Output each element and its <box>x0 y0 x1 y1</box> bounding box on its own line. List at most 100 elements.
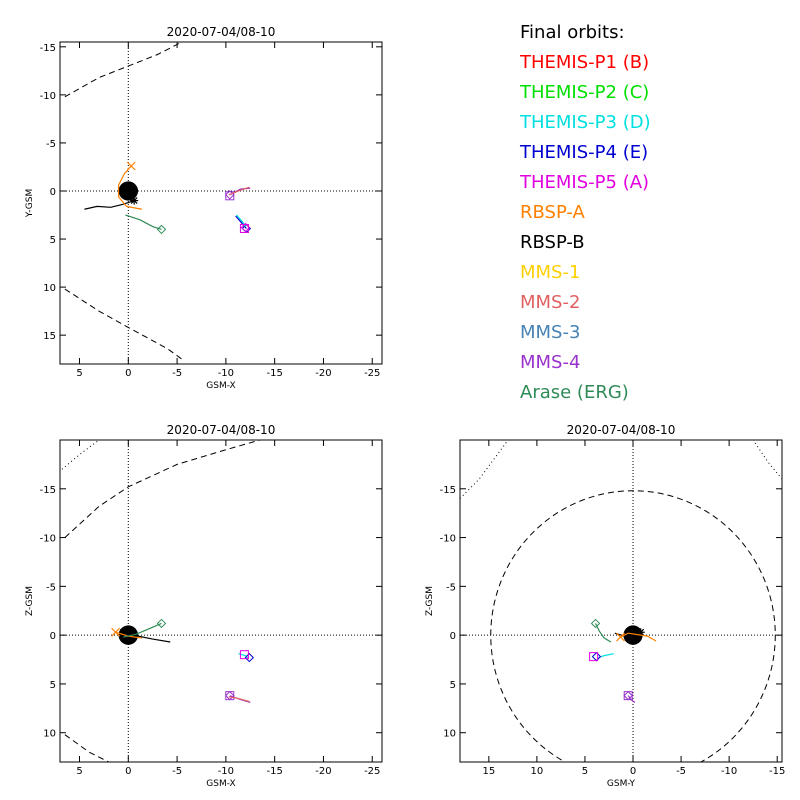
y-axis-label: Z-GSM <box>25 586 35 616</box>
orbit-marker-1 <box>111 627 121 637</box>
plot-title: 2020-07-04/08-10 <box>167 25 276 39</box>
orbit-marker-8 <box>225 191 235 201</box>
y-axis-label: Z-GSM <box>425 586 435 616</box>
orbit-marker-6 <box>591 651 602 662</box>
plot-frame <box>59 439 383 763</box>
x-tick-label-15: 15 <box>482 766 495 777</box>
x-tick-label--20: -20 <box>315 766 331 777</box>
legend-item-mms-4: MMS-4 <box>520 352 581 373</box>
orbit-marker-6 <box>240 222 251 233</box>
y-tick-label-5: 5 <box>50 680 56 691</box>
orbit-track-9 <box>228 186 250 196</box>
yz-plane-panel: 15 10 5 0 -5 -10 -15 -15 -10 -5 0 5 10 2020-07-04/08-… <box>425 423 785 789</box>
orbit-marker-8 <box>239 650 249 660</box>
x-tick-label-5: 5 <box>582 766 588 777</box>
boundary-circle <box>490 490 776 762</box>
boundary-curve-2 <box>61 440 100 470</box>
y-tick-label-5: 5 <box>50 235 56 246</box>
orbit-marker-0 <box>130 196 139 205</box>
plot-area <box>460 440 782 762</box>
y-tick-label-0: 0 <box>450 631 456 642</box>
orbit-track-2 <box>123 622 162 638</box>
legend-item-mms-2: MMS-2 <box>520 292 581 313</box>
legend-item-themis-p3: THEMIS-P3 (D) <box>520 112 651 133</box>
orbit-marker-2 <box>156 618 167 629</box>
x-tick-label--10: -10 <box>218 766 234 777</box>
x-axis-label: GSM-X <box>206 381 235 391</box>
y-tick-label--10: -10 <box>40 91 56 102</box>
y-tick-label--5: -5 <box>46 582 56 593</box>
y-tick-label--15: -15 <box>440 485 456 496</box>
x-tick-label--15: -15 <box>266 368 282 379</box>
orbit-marker-7 <box>244 652 255 663</box>
y-tick-label--5: -5 <box>46 139 56 150</box>
x-axis-label: GSM-X <box>206 779 235 789</box>
legend-item-rbsp-b: RBSP-B <box>520 232 585 253</box>
y-tick-label-0: 0 <box>50 187 56 198</box>
y-tick-label-5: 5 <box>450 680 456 691</box>
x-tick-label-0: 0 <box>125 368 131 379</box>
y-tick-label-10: 10 <box>43 729 56 740</box>
orbit-track-2 <box>125 214 162 231</box>
x-tick-label--10: -10 <box>721 766 737 777</box>
orbit-track-0 <box>84 200 135 210</box>
orbit-marker-4 <box>225 691 235 701</box>
orbit-marker-0 <box>119 628 128 637</box>
y-tick-label--15: -15 <box>40 43 56 54</box>
legend-item-themis-p4: THEMIS-P4 (E) <box>520 142 649 163</box>
orbit-marker-7 <box>589 652 599 662</box>
x-tick-label--5: -5 <box>676 766 686 777</box>
y-tick-label--15: -15 <box>40 485 56 496</box>
plot-area <box>60 42 382 364</box>
x-tick-label--20: -20 <box>315 368 331 379</box>
legend-item-rbsp-a: RBSP-A <box>520 202 585 223</box>
plot-frame <box>459 439 783 763</box>
y-tick-label--10: -10 <box>440 534 456 545</box>
x-tick-label-10: 10 <box>531 766 544 777</box>
orbit-track-0 <box>123 631 171 643</box>
xy-plane-panel: 5 0 -5 -10 -15 -20 -25 -15 -10 -5 0 5 10 15 2020-07-04… <box>25 25 383 391</box>
legend-item-mms-1: MMS-1 <box>520 262 581 283</box>
earth-marker <box>118 181 139 201</box>
legend-item-themis-p1: THEMIS-P1 (B) <box>520 52 650 73</box>
orbit-marker-1 <box>126 161 136 171</box>
y-tick-label-10: 10 <box>43 283 56 294</box>
legend-item-mms-3: MMS-3 <box>520 322 581 343</box>
orbit-marker-0 <box>636 628 645 637</box>
orbit-marker-2 <box>590 618 601 629</box>
y-tick-label-15: 15 <box>43 331 56 342</box>
y-tick-label--5: -5 <box>446 582 456 593</box>
orbit-track-5 <box>228 696 250 703</box>
x-tick-label-0: 0 <box>630 766 636 777</box>
boundary-curve-1 <box>460 440 509 499</box>
y-axis-label: Y-GSM <box>25 189 35 218</box>
x-tick-label--15: -15 <box>266 766 282 777</box>
plot-title: 2020-07-04/08-10 <box>167 423 276 437</box>
x-tick-label--5: -5 <box>172 766 182 777</box>
plot-area <box>60 440 382 762</box>
legend-item-arase: Arase (ERG) <box>520 382 629 403</box>
xz-plane-panel: 5 0 -5 -10 -15 -20 -25 -15 -10 -5 0 5 10 2020-07-04/0… <box>25 423 383 789</box>
orbit-track-0 <box>614 631 641 638</box>
orbit-track-1 <box>117 165 143 210</box>
x-tick-label--25: -25 <box>364 368 380 379</box>
x-tick-label-5: 5 <box>76 368 82 379</box>
x-tick-label-5: 5 <box>76 766 82 777</box>
x-tick-label--25: -25 <box>364 766 380 777</box>
y-tick-label-0: 0 <box>50 631 56 642</box>
orbit-marker-2 <box>156 224 167 235</box>
orbit-track-2 <box>594 623 612 643</box>
legend-item-themis-p5: THEMIS-P5 (A) <box>520 172 650 193</box>
x-tick-label--10: -10 <box>218 368 234 379</box>
x-tick-label-0: 0 <box>125 766 131 777</box>
y-tick-label--10: -10 <box>40 534 56 545</box>
orbit-marker-4 <box>623 691 633 701</box>
legend-title: Final orbits: <box>520 22 625 43</box>
orbit-marker-1 <box>616 632 625 642</box>
orbit-track-1 <box>620 632 657 642</box>
boundary-curve-0 <box>64 42 183 98</box>
boundary-curve-1 <box>64 288 183 360</box>
x-tick-label--5: -5 <box>172 368 182 379</box>
boundary-curve-0 <box>64 734 110 762</box>
